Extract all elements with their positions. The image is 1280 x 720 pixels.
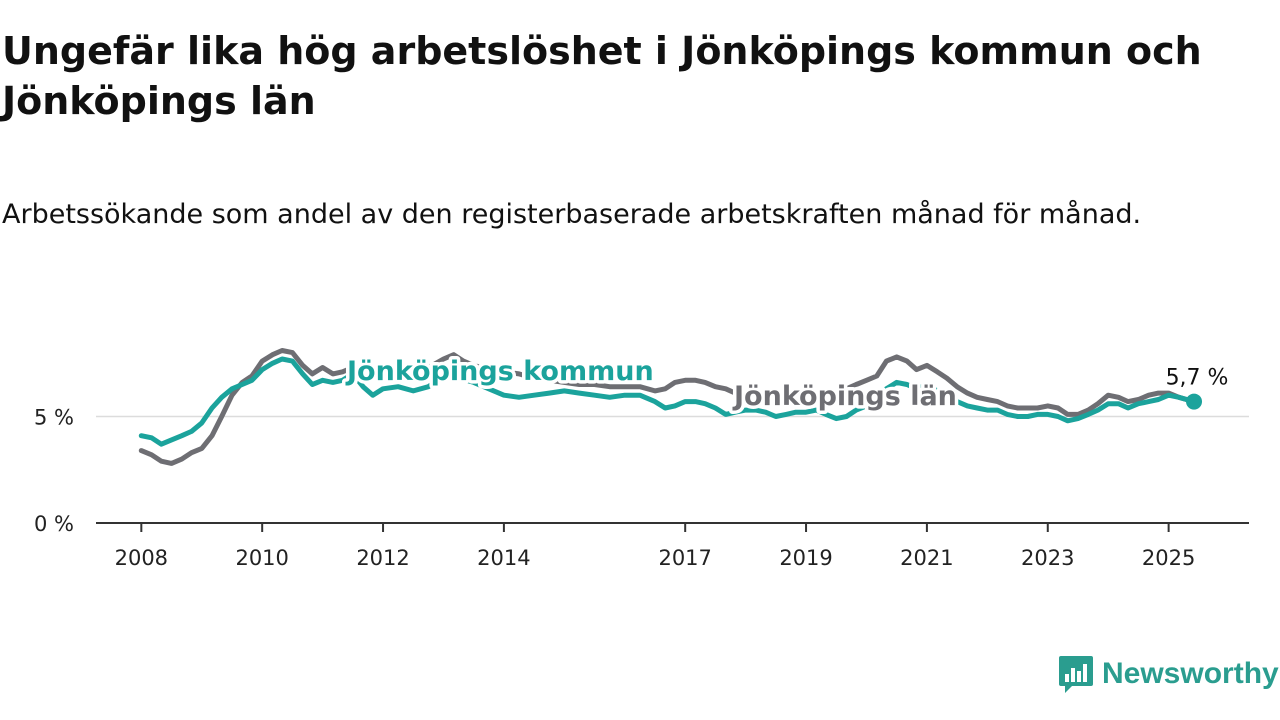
chart-title: Ungefär lika hög arbetslöshet i Jönköpin…: [2, 29, 1202, 123]
x-tick-label: 2025: [1142, 546, 1195, 570]
x-tick-label: 2017: [658, 546, 711, 570]
end-point-marker: [1186, 393, 1203, 410]
series-line-lan: [138, 348, 1197, 466]
chart-subtitle: Arbetssökande som andel av den registerb…: [2, 199, 1142, 230]
x-tick-label: 2023: [1021, 546, 1074, 570]
x-tick-label: 2012: [356, 546, 409, 570]
series-line-kommun: [138, 356, 1197, 447]
x-tick-label: 2021: [900, 546, 953, 570]
y-tick-label: 5 %: [34, 406, 74, 430]
series-lines: [138, 348, 1197, 466]
y-tick-label: 0 %: [34, 512, 74, 536]
x-tick-label: 2008: [115, 546, 168, 570]
end-value-label: 5,7 %: [1166, 366, 1229, 391]
series-labels: Jönköpings kommun Jönköpings län 5,7 %: [342, 353, 1231, 416]
bar-chart-speech-bubble-icon: [1059, 656, 1093, 693]
series-label-kommun: Jönköpings kommun: [345, 356, 654, 387]
series-label-lan: Jönköpings län: [732, 381, 957, 412]
axes: 0 % 5 % 2008 2010 2012 2014 2017 2019 2021 2023 20…: [34, 406, 1249, 570]
x-tick-label: 2019: [779, 546, 832, 570]
newsworthy-logo: Newsworthy: [1058, 654, 1279, 694]
brand-name: Newsworthy: [1102, 657, 1279, 690]
x-tick-label: 2010: [235, 546, 288, 570]
x-tick-label: 2014: [477, 546, 530, 570]
